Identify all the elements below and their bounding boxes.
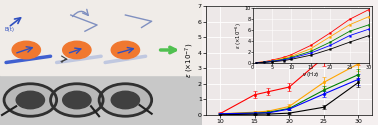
Circle shape — [99, 84, 152, 116]
Bar — [0, 0, 202, 75]
Circle shape — [16, 91, 45, 109]
Circle shape — [12, 41, 40, 59]
Text: B(t): B(t) — [4, 27, 14, 32]
Circle shape — [51, 84, 103, 116]
Circle shape — [111, 91, 139, 109]
Circle shape — [63, 41, 91, 59]
Bar — [0, 75, 202, 125]
Circle shape — [111, 41, 139, 59]
Y-axis label: $\varepsilon$ ($\times 10^{-7}$): $\varepsilon$ ($\times 10^{-7}$) — [184, 43, 197, 78]
Circle shape — [4, 84, 57, 116]
Circle shape — [63, 91, 91, 109]
